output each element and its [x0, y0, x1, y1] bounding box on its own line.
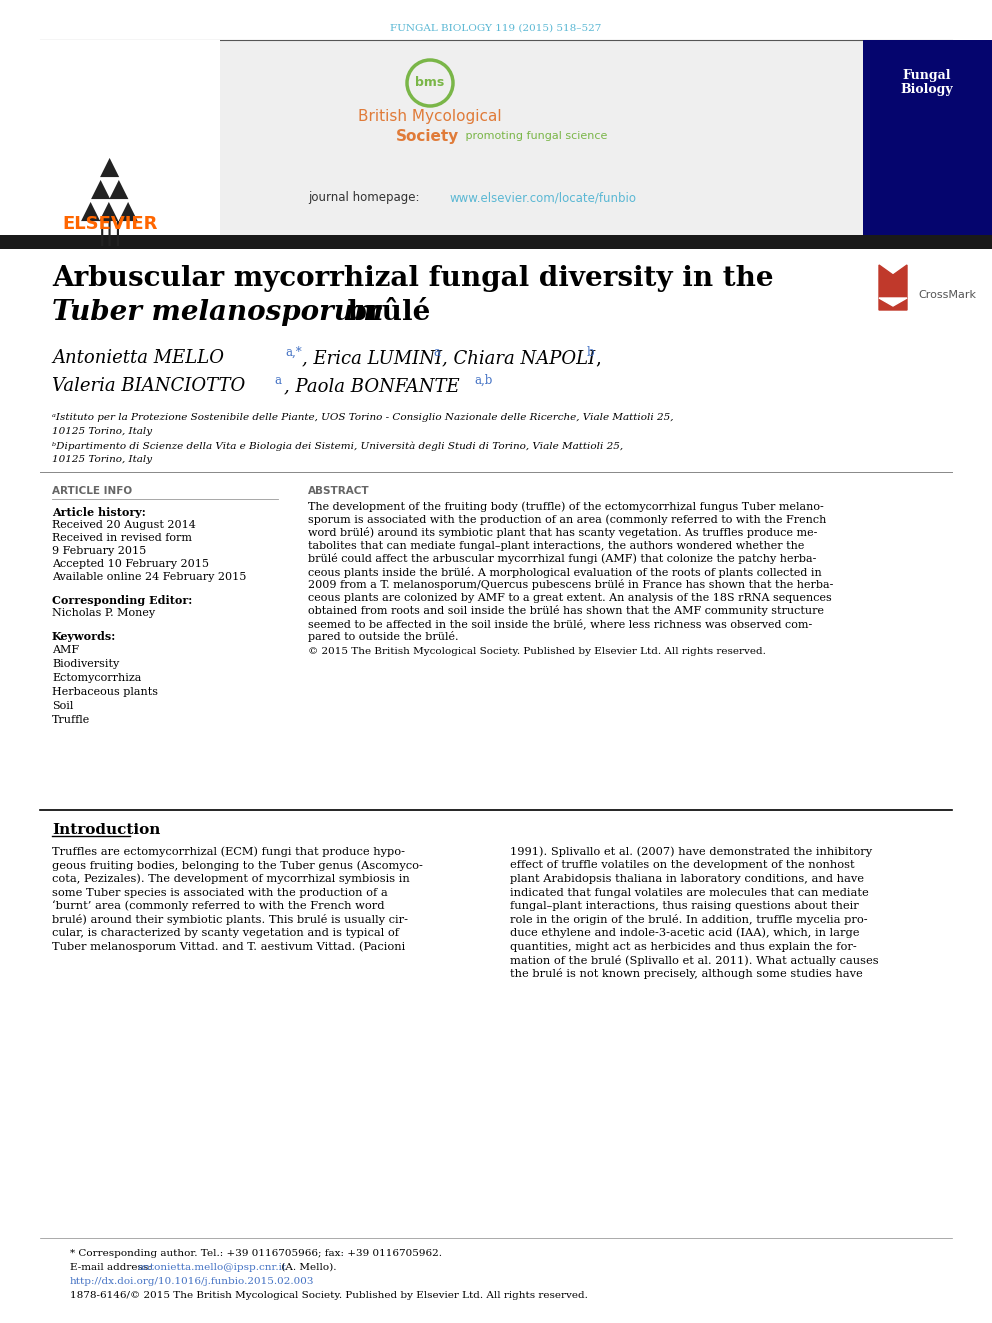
- Text: brûlé: brûlé: [338, 299, 431, 325]
- Text: * Corresponding author. Tel.: +39 0116705966; fax: +39 0116705962.: * Corresponding author. Tel.: +39 011670…: [70, 1249, 442, 1257]
- Text: seemed to be affected in the soil inside the brülé, where less richness was obse: seemed to be affected in the soil inside…: [308, 619, 812, 630]
- Text: ▲
▲▲
▲▲▲
|||: ▲ ▲▲ ▲▲▲ |||: [81, 155, 139, 246]
- Circle shape: [873, 267, 913, 307]
- Text: (A. Mello).: (A. Mello).: [278, 1262, 336, 1271]
- Text: Fungal: Fungal: [903, 69, 951, 82]
- Text: Antonietta MELLO: Antonietta MELLO: [52, 349, 224, 366]
- Text: brulé) around their symbiotic plants. This brulé is usually cir-: brulé) around their symbiotic plants. Th…: [52, 914, 408, 925]
- Text: tabolites that can mediate fungal–plant interactions, the authors wondered wheth: tabolites that can mediate fungal–plant …: [308, 541, 805, 550]
- Text: Tuber melanosporum: Tuber melanosporum: [52, 299, 383, 325]
- Text: brülé could affect the arbuscular mycorrhizal fungi (AMF) that colonize the patc: brülé could affect the arbuscular mycorr…: [308, 553, 816, 565]
- Text: The development of the fruiting body (truffle) of the ectomycorrhizal fungus Tub: The development of the fruiting body (tr…: [308, 501, 823, 512]
- Text: Keywords:: Keywords:: [52, 631, 116, 642]
- Text: sporum is associated with the production of an area (commonly referred to with t: sporum is associated with the production…: [308, 515, 826, 525]
- Text: ᵃIstituto per la Protezione Sostenibile delle Piante, UOS Torino - Consiglio Naz: ᵃIstituto per la Protezione Sostenibile …: [52, 414, 674, 422]
- Text: mation of the brulé (Splivallo et al. 2011). What actually causes: mation of the brulé (Splivallo et al. 20…: [510, 954, 879, 966]
- Text: Accepted 10 February 2015: Accepted 10 February 2015: [52, 560, 209, 569]
- Polygon shape: [879, 265, 907, 310]
- Text: indicated that fungal volatiles are molecules that can mediate: indicated that fungal volatiles are mole…: [510, 888, 869, 897]
- Text: 10125 Torino, Italy: 10125 Torino, Italy: [52, 426, 152, 435]
- Text: Ectomycorrhiza: Ectomycorrhiza: [52, 673, 142, 683]
- Text: obtained from roots and soil inside the brülé has shown that the AMF community s: obtained from roots and soil inside the …: [308, 606, 824, 617]
- Text: a,b: a,b: [474, 373, 492, 386]
- Text: Soil: Soil: [52, 701, 73, 710]
- Text: www.elsevier.com/locate/funbio: www.elsevier.com/locate/funbio: [449, 192, 636, 205]
- FancyBboxPatch shape: [0, 235, 992, 249]
- Text: AMF: AMF: [52, 646, 79, 655]
- Text: ABSTRACT: ABSTRACT: [308, 486, 370, 496]
- Text: 1991). Splivallo et al. (2007) have demonstrated the inhibitory: 1991). Splivallo et al. (2007) have demo…: [510, 847, 872, 857]
- FancyBboxPatch shape: [0, 40, 220, 235]
- Text: 1878-6146/© 2015 The British Mycological Society. Published by Elsevier Ltd. All: 1878-6146/© 2015 The British Mycological…: [70, 1290, 588, 1299]
- Text: journal homepage:: journal homepage:: [308, 192, 420, 205]
- Text: ceous plants are colonized by AMF to a great extent. An analysis of the 18S rRNA: ceous plants are colonized by AMF to a g…: [308, 593, 831, 603]
- Text: duce ethylene and indole-3-acetic acid (IAA), which, in large: duce ethylene and indole-3-acetic acid (…: [510, 927, 859, 938]
- Text: geous fruiting bodies, belonging to the Tuber genus (Ascomyco-: geous fruiting bodies, belonging to the …: [52, 860, 423, 871]
- Text: 10125 Torino, Italy: 10125 Torino, Italy: [52, 455, 152, 463]
- Text: Available online 24 February 2015: Available online 24 February 2015: [52, 572, 246, 582]
- Text: quantities, might act as herbicides and thus explain the for-: quantities, might act as herbicides and …: [510, 942, 857, 951]
- Text: Society: Society: [396, 128, 459, 143]
- Text: promoting fungal science: promoting fungal science: [462, 131, 607, 142]
- FancyBboxPatch shape: [0, 40, 992, 235]
- Text: Herbaceous plants: Herbaceous plants: [52, 687, 158, 697]
- Text: FUNGAL BIOLOGY 119 (2015) 518–527: FUNGAL BIOLOGY 119 (2015) 518–527: [390, 24, 602, 33]
- Text: b: b: [587, 345, 594, 359]
- Polygon shape: [879, 298, 907, 306]
- Text: Arbuscular mycorrhizal fungal diversity in the: Arbuscular mycorrhizal fungal diversity …: [52, 265, 774, 291]
- Text: Received 20 August 2014: Received 20 August 2014: [52, 520, 195, 531]
- Text: ‘burnt’ area (commonly referred to with the French word: ‘burnt’ area (commonly referred to with …: [52, 901, 385, 912]
- Text: antonietta.mello@ipsp.cnr.it: antonietta.mello@ipsp.cnr.it: [138, 1262, 287, 1271]
- FancyBboxPatch shape: [863, 40, 992, 235]
- Text: http://dx.doi.org/10.1016/j.funbio.2015.02.003: http://dx.doi.org/10.1016/j.funbio.2015.…: [70, 1277, 314, 1286]
- Text: 9 February 2015: 9 February 2015: [52, 546, 146, 556]
- Text: bms: bms: [416, 77, 444, 90]
- Text: Tuber melanosporum Vittad. and T. aestivum Vittad. (Pacioni: Tuber melanosporum Vittad. and T. aestiv…: [52, 941, 406, 951]
- Text: ceous plants inside the brülé. A morphological evaluation of the roots of plants: ceous plants inside the brülé. A morphol…: [308, 566, 821, 578]
- Text: the brulé is not known precisely, although some studies have: the brulé is not known precisely, althou…: [510, 968, 863, 979]
- Text: ARTICLE INFO: ARTICLE INFO: [52, 486, 132, 496]
- Text: fungal–plant interactions, thus raising questions about their: fungal–plant interactions, thus raising …: [510, 901, 859, 912]
- Text: , Chiara NAPOLI: , Chiara NAPOLI: [442, 349, 595, 366]
- Text: , Paola BONFANTE: , Paola BONFANTE: [284, 377, 459, 396]
- Text: Valeria BIANCIOTTO: Valeria BIANCIOTTO: [52, 377, 245, 396]
- Text: Biodiversity: Biodiversity: [52, 659, 119, 669]
- Text: E-mail address:: E-mail address:: [70, 1262, 152, 1271]
- Text: pared to outside the brülé.: pared to outside the brülé.: [308, 631, 458, 643]
- Text: Nicholas P. Money: Nicholas P. Money: [52, 609, 155, 618]
- Text: plant Arabidopsis thaliana in laboratory conditions, and have: plant Arabidopsis thaliana in laboratory…: [510, 875, 864, 884]
- Text: ᵇDipartimento di Scienze della Vita e Biologia dei Sistemi, Università degli Stu: ᵇDipartimento di Scienze della Vita e Bi…: [52, 442, 623, 451]
- Text: cota, Pezizales). The development of mycorrhizal symbiosis in: cota, Pezizales). The development of myc…: [52, 873, 410, 884]
- Text: ELSEVIER: ELSEVIER: [62, 216, 158, 233]
- Text: Introduction: Introduction: [52, 823, 161, 837]
- Text: Article history:: Article history:: [52, 507, 146, 517]
- Text: CrossMark: CrossMark: [918, 290, 976, 300]
- Text: Truffle: Truffle: [52, 714, 90, 725]
- Text: effect of truffle volatiles on the development of the nonhost: effect of truffle volatiles on the devel…: [510, 860, 855, 871]
- Text: Truffles are ectomycorrhizal (ECM) fungi that produce hypo-: Truffles are ectomycorrhizal (ECM) fungi…: [52, 847, 405, 857]
- Text: cular, is characterized by scanty vegetation and is typical of: cular, is characterized by scanty vegeta…: [52, 927, 399, 938]
- Text: Corresponding Editor:: Corresponding Editor:: [52, 594, 192, 606]
- Text: a: a: [274, 373, 281, 386]
- Text: Received in revised form: Received in revised form: [52, 533, 192, 542]
- Text: role in the origin of the brulé. In addition, truffle mycelia pro-: role in the origin of the brulé. In addi…: [510, 914, 868, 925]
- Text: © 2015 The British Mycological Society. Published by Elsevier Ltd. All rights re: © 2015 The British Mycological Society. …: [308, 647, 766, 656]
- Text: some Tuber species is associated with the production of a: some Tuber species is associated with th…: [52, 888, 388, 897]
- Text: a,*: a,*: [285, 345, 302, 359]
- Text: a: a: [433, 345, 440, 359]
- Text: ,: ,: [595, 349, 601, 366]
- Text: 2009 from a T. melanosporum/Quercus pubescens brülé in France has shown that the: 2009 from a T. melanosporum/Quercus pube…: [308, 579, 833, 590]
- Text: British Mycological: British Mycological: [358, 108, 502, 123]
- Text: word brülé) around its symbiotic plant that has scanty vegetation. As truffles p: word brülé) around its symbiotic plant t…: [308, 528, 817, 538]
- Text: Biology: Biology: [901, 83, 953, 97]
- Text: , Erica LUMINI: , Erica LUMINI: [302, 349, 442, 366]
